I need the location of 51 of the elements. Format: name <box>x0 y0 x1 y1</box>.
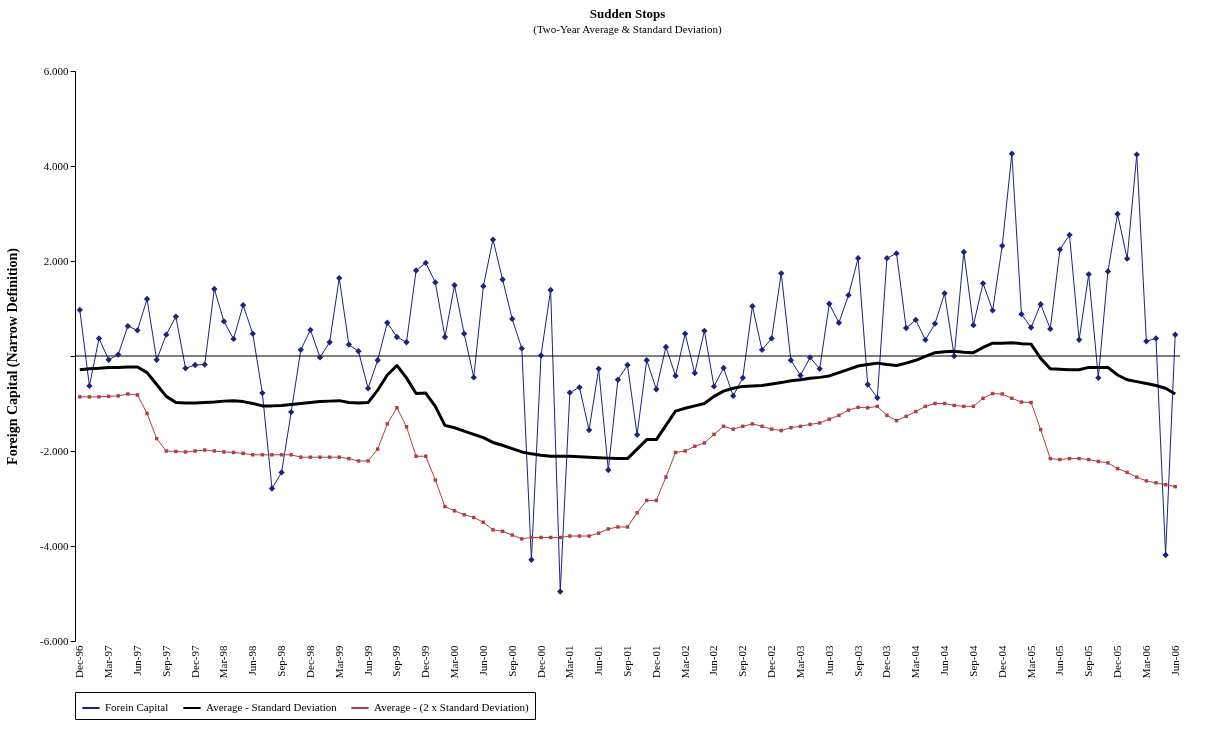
x-tick-label: Jun-00 <box>476 645 489 676</box>
x-tick-label: Sep-97 <box>159 645 172 677</box>
y-tick-label: -2.000 <box>40 444 69 457</box>
x-tick-label: Dec-96 <box>73 645 86 678</box>
y-tick-label: 6.000 <box>43 64 69 77</box>
x-tick-label: Jun-97 <box>130 645 143 676</box>
y-axis-title: Foreign Capital (Narrow Definition) <box>5 247 22 465</box>
x-tick-label: Jun-98 <box>246 645 259 676</box>
x-tick-label: Dec-05 <box>1111 645 1124 678</box>
x-tick-label: Sep-04 <box>966 645 979 677</box>
x-tick-label: Jun-01 <box>592 645 605 676</box>
x-tick-label: Mar-97 <box>102 645 115 679</box>
x-tick-label: Mar-99 <box>332 645 345 679</box>
y-tick-label: -4.000 <box>40 539 69 552</box>
x-tick-label: Jun-02 <box>707 645 720 676</box>
x-tick-label: Sep-03 <box>851 645 864 677</box>
x-tick-label: Sep-98 <box>275 645 288 677</box>
x-tick-label: Mar-05 <box>1024 645 1037 679</box>
x-tick-label: Dec-98 <box>303 645 316 678</box>
x-tick-label: Sep-05 <box>1082 645 1095 677</box>
x-tick-label: Sep-00 <box>505 645 518 677</box>
x-tick-label: Dec-02 <box>765 645 778 678</box>
x-tick-label: Sep-02 <box>736 645 749 677</box>
legend-label: Average - (2 x Standard Deviation) <box>374 701 529 714</box>
x-tick-label: Jun-06 <box>1168 645 1181 676</box>
x-tick-label: Mar-02 <box>678 645 691 679</box>
chart-subtitle: (Two-Year Average & Standard Deviation) <box>533 23 723 36</box>
x-tick-label: Jun-04 <box>938 645 951 676</box>
x-tick-label: Dec-04 <box>995 645 1008 678</box>
x-tick-label: Dec-01 <box>649 645 662 678</box>
chart-title: Sudden Stops <box>589 6 666 21</box>
x-tick-label: Jun-99 <box>361 645 374 676</box>
y-tick-label: 4.000 <box>43 159 69 172</box>
x-tick-label: Sep-01 <box>621 645 633 677</box>
x-tick-label: Sep-99 <box>390 645 403 677</box>
y-tick-label: -6.000 <box>40 634 69 647</box>
x-tick-label: Mar-06 <box>1139 645 1152 679</box>
x-tick-label: Jun-05 <box>1053 645 1066 676</box>
x-tick-label: Dec-03 <box>880 645 893 678</box>
y-tick-label: 2.000 <box>43 254 69 267</box>
x-tick-label: Dec-00 <box>534 645 547 678</box>
x-tick-label: Jun-03 <box>822 645 835 676</box>
x-tick-label: Mar-98 <box>217 645 230 679</box>
x-tick-label: Mar-00 <box>448 645 461 679</box>
legend-label: Forein Capital <box>105 701 169 713</box>
x-tick-label: Dec-99 <box>419 645 432 678</box>
x-tick-label: Mar-01 <box>563 645 576 679</box>
legend-label: Average - Standard Deviation <box>206 701 338 713</box>
x-tick-label: Mar-04 <box>909 645 922 679</box>
x-tick-label: Dec-97 <box>188 645 201 678</box>
x-tick-label: Mar-03 <box>793 645 806 679</box>
